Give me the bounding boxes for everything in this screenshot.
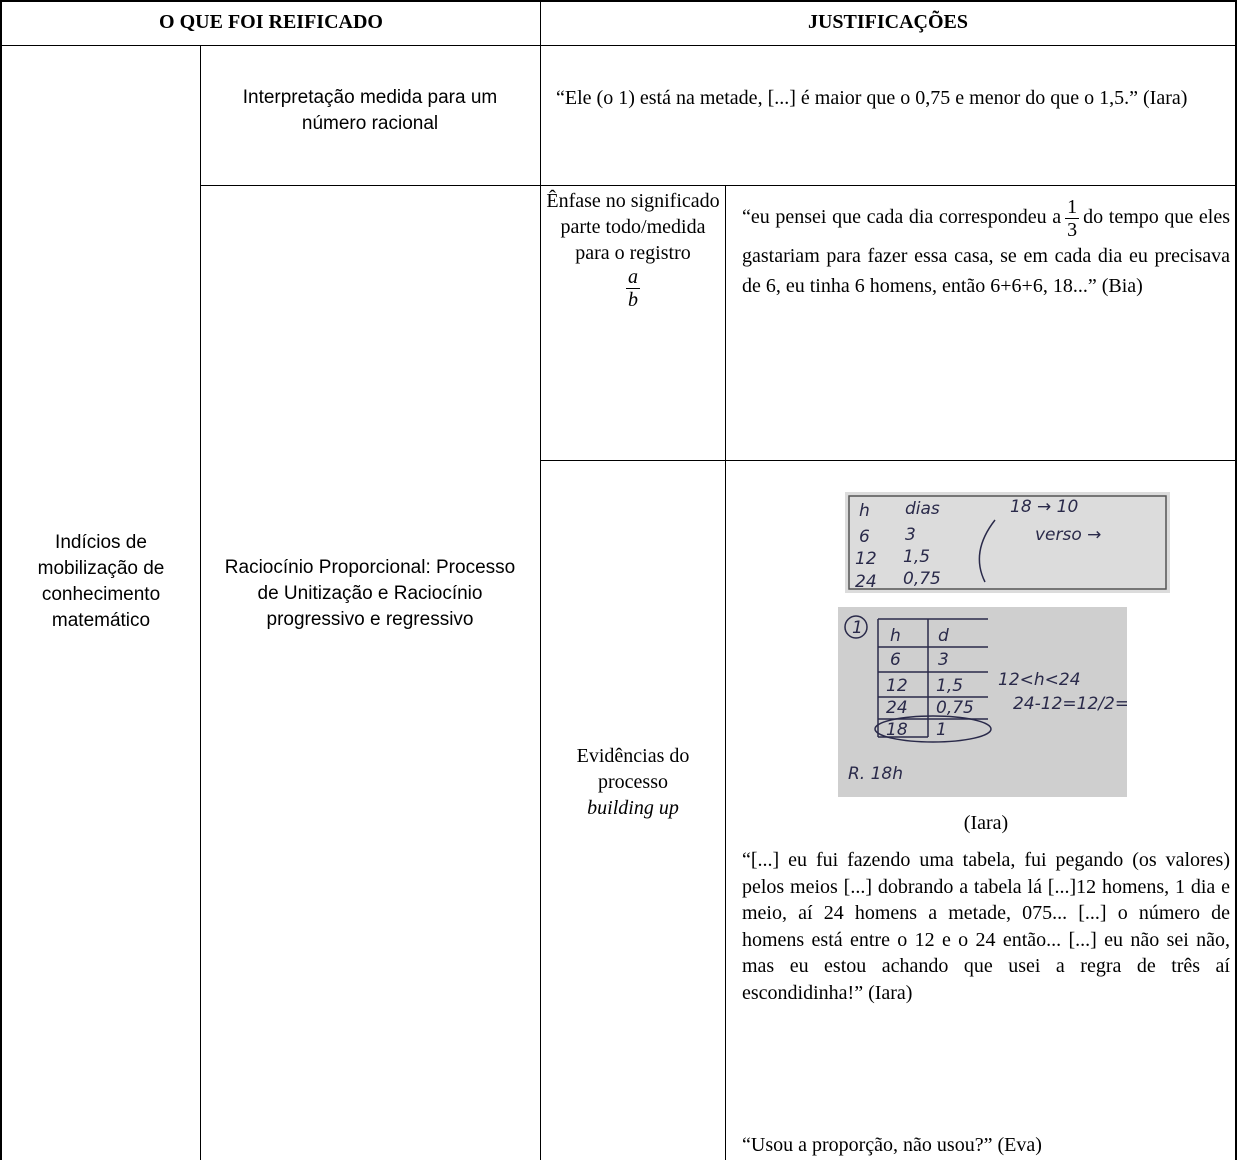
handwriting: h	[859, 501, 870, 521]
handwriting: 12<h<24	[998, 670, 1081, 690]
handwriting: 12	[886, 676, 908, 696]
item: Interpretação medida para um número raci…	[242, 87, 498, 134]
handwriting: 6	[890, 650, 901, 670]
handwriting: 12	[855, 549, 877, 569]
header-cell: JUSTIFICAÇÕES	[807, 11, 969, 33]
border	[725, 185, 726, 1160]
handwriting: 0,75	[903, 569, 941, 589]
quote-text: “eu pensei que cada dia correspondeu a	[742, 206, 1062, 229]
header-cell: O QUE FOI REIFICADO	[159, 11, 383, 33]
handwriting: 0,75	[936, 698, 974, 718]
handwriting: 6	[859, 527, 870, 547]
sub-label: Ênfase no significado parte todo/medida …	[545, 188, 721, 311]
photo: h dias 6 3 12 1,5 24 0,75 18 → 10 verso …	[845, 492, 1170, 593]
handwriting: 24	[886, 698, 908, 718]
border	[540, 0, 541, 1160]
handwriting: 1	[936, 720, 947, 740]
border	[1235, 0, 1237, 1160]
denominator: b	[628, 289, 638, 311]
handwriting: 3	[938, 650, 949, 670]
caption: (Iara)	[963, 812, 1009, 834]
numerator: a	[626, 266, 640, 289]
handwriting: dias	[905, 499, 940, 519]
denominator: 3	[1067, 219, 1078, 241]
stroke	[844, 615, 868, 639]
photo-bg	[838, 607, 1127, 797]
sub-label-text: building up	[587, 797, 679, 819]
photo: 1 h d 6 3 12 1,5 24 0,75 18 1 12<h<24 24…	[838, 607, 1127, 797]
handwriting: 3	[905, 525, 916, 545]
item: Raciocínio Proporcional: Processo de Uni…	[224, 557, 516, 630]
border	[0, 0, 2, 1160]
handwriting: R. 18h	[848, 764, 903, 784]
handwriting: 1,5	[936, 676, 963, 696]
border	[540, 460, 1237, 461]
handwriting: 18	[886, 720, 908, 740]
handwriting: verso →	[1035, 525, 1101, 545]
handwriting: 24-12=12/2=6	[1013, 694, 1127, 714]
sub-label: Evidências do processo building up	[545, 743, 721, 821]
stroke	[978, 519, 996, 583]
border	[0, 45, 1237, 46]
handwriting: 24	[855, 572, 877, 592]
handwriting: 1	[852, 618, 863, 638]
handwriting: d	[938, 626, 949, 646]
sub-label-text: Evidências do processo	[576, 745, 690, 793]
sub-label-text: Ênfase no significado parte todo/medida …	[546, 190, 720, 264]
photo-bg	[845, 492, 1170, 593]
quote-text: do tempo que eles gastariam para fazer e…	[742, 206, 1230, 297]
handwriting: h	[890, 626, 901, 646]
quote: “Ele (o 1) está na metade, [...] é maior…	[556, 87, 1188, 109]
handwriting: 18 → 10	[1010, 497, 1078, 517]
quote: “Usou a proporção, não usou?” (Eva)	[742, 1134, 1042, 1156]
border	[200, 185, 1237, 186]
handwriting: 1,5	[903, 547, 930, 567]
photo-frame	[848, 495, 1167, 590]
border	[200, 45, 201, 1160]
numerator: 1	[1065, 196, 1080, 219]
stroke	[874, 715, 992, 743]
quote: “[...] eu fui fazendo uma tabela, fui pe…	[742, 849, 1230, 1004]
category: Indícios de mobilização de conhecimento …	[37, 532, 165, 631]
stroke	[877, 618, 988, 738]
border	[0, 0, 1237, 2]
